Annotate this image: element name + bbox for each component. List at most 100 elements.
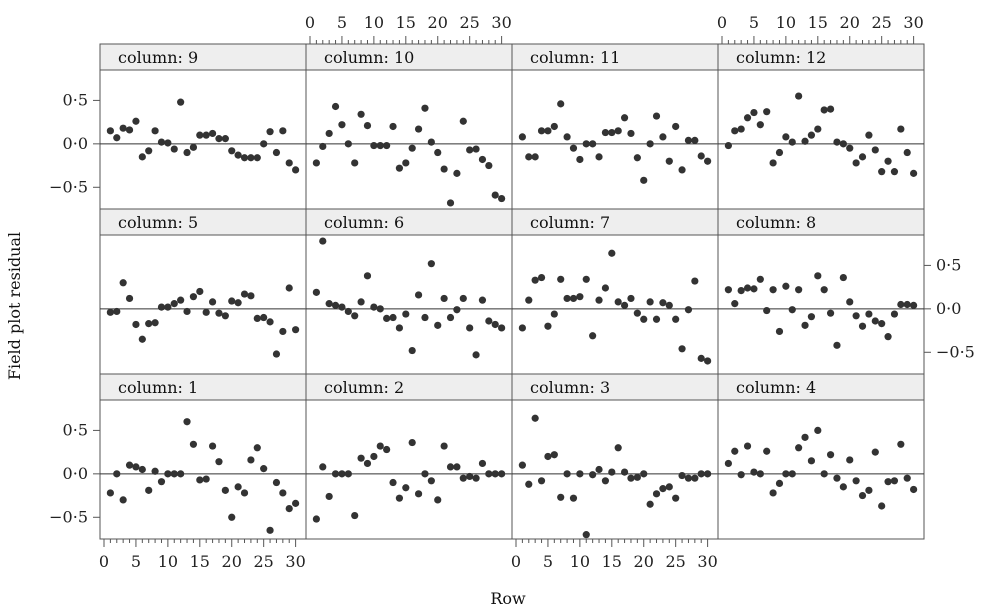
data-point bbox=[338, 121, 346, 129]
x-axis-title: Row bbox=[490, 589, 526, 608]
data-point bbox=[595, 296, 603, 304]
data-point bbox=[177, 470, 185, 478]
data-point bbox=[646, 140, 654, 148]
data-point bbox=[440, 294, 448, 303]
panel: column: 6 bbox=[305, 208, 513, 375]
data-point bbox=[672, 494, 680, 502]
data-point bbox=[208, 129, 217, 138]
panel-strip-label: column: 1 bbox=[118, 378, 198, 397]
data-point bbox=[871, 146, 879, 154]
data-point bbox=[383, 141, 391, 150]
panel-frame bbox=[305, 69, 513, 210]
data-point bbox=[620, 114, 629, 122]
data-point bbox=[678, 166, 686, 174]
x-tick-label: 0 bbox=[717, 13, 727, 32]
data-point bbox=[113, 134, 121, 142]
panel-frame bbox=[717, 399, 925, 540]
data-point bbox=[196, 131, 204, 139]
data-point bbox=[890, 477, 899, 485]
panel-frame bbox=[99, 399, 307, 540]
data-point bbox=[228, 513, 236, 521]
data-point bbox=[170, 300, 178, 308]
data-point bbox=[446, 463, 455, 471]
data-point bbox=[440, 165, 448, 173]
data-point bbox=[795, 92, 803, 100]
panel-strip-label: column: 8 bbox=[736, 213, 816, 232]
data-point bbox=[890, 310, 899, 318]
data-point bbox=[807, 313, 816, 321]
data-point bbox=[183, 418, 191, 426]
data-point bbox=[113, 307, 121, 316]
data-point bbox=[363, 272, 372, 280]
data-point bbox=[119, 496, 127, 504]
y-tick-label: 0·5 bbox=[936, 255, 961, 274]
data-point bbox=[627, 294, 635, 303]
data-point bbox=[684, 136, 693, 144]
data-point bbox=[659, 485, 667, 493]
data-point bbox=[910, 485, 918, 494]
data-point bbox=[865, 310, 873, 318]
data-point bbox=[839, 483, 847, 491]
data-point bbox=[202, 308, 210, 316]
data-point bbox=[820, 106, 828, 114]
data-point bbox=[395, 494, 404, 502]
data-point bbox=[788, 306, 796, 314]
data-point bbox=[569, 144, 578, 152]
data-point bbox=[518, 324, 526, 332]
panel: column: 9 bbox=[99, 43, 307, 210]
data-point bbox=[557, 100, 565, 108]
data-point bbox=[266, 526, 274, 534]
data-point bbox=[871, 448, 879, 456]
data-point bbox=[145, 486, 153, 494]
data-point bbox=[576, 155, 584, 164]
data-point bbox=[910, 169, 918, 177]
data-point bbox=[807, 131, 816, 139]
panel: column: 11 bbox=[511, 43, 719, 210]
data-point bbox=[878, 320, 886, 328]
y-tick-label: 0·5 bbox=[63, 420, 88, 439]
panel-strip bbox=[511, 208, 719, 236]
data-point bbox=[272, 148, 281, 157]
y-tick-label: −0·5 bbox=[49, 177, 88, 196]
data-point bbox=[138, 335, 146, 343]
data-point bbox=[750, 108, 758, 117]
data-point bbox=[395, 324, 404, 332]
x-tick-label: 0 bbox=[305, 13, 315, 32]
y-tick-label: 0·0 bbox=[936, 299, 961, 318]
data-point bbox=[370, 452, 378, 461]
data-point bbox=[731, 127, 739, 135]
data-point bbox=[782, 282, 790, 290]
x-tick-label: 30 bbox=[491, 13, 511, 32]
data-point bbox=[357, 110, 365, 118]
data-point bbox=[576, 293, 584, 301]
x-tick-label: 15 bbox=[602, 552, 622, 571]
data-point bbox=[801, 321, 809, 329]
data-point bbox=[234, 151, 242, 159]
x-tick-label: 15 bbox=[396, 13, 416, 32]
data-point bbox=[788, 138, 796, 146]
data-point bbox=[247, 154, 255, 162]
axes-layer: 0 5 10 15 20 25 30 0 5 10 15 20 25 30 0 5 10 15 20 25 30 0 5 10… bbox=[49, 13, 975, 571]
data-point bbox=[421, 470, 429, 478]
panel-strip bbox=[717, 373, 925, 401]
data-point bbox=[775, 327, 784, 336]
data-point bbox=[427, 477, 435, 485]
data-point bbox=[820, 470, 828, 478]
panel-strip-label: column: 6 bbox=[324, 213, 404, 232]
data-point bbox=[408, 346, 416, 355]
data-point bbox=[769, 159, 777, 167]
data-point bbox=[164, 139, 172, 147]
panel-strip bbox=[99, 208, 307, 236]
data-point bbox=[383, 314, 391, 322]
data-point bbox=[737, 471, 745, 479]
data-point bbox=[775, 148, 784, 157]
data-point bbox=[414, 125, 423, 133]
data-point bbox=[351, 312, 359, 320]
data-point bbox=[125, 126, 134, 134]
panel-strip-label: column: 3 bbox=[530, 378, 610, 397]
data-point bbox=[525, 153, 533, 161]
data-point bbox=[582, 275, 590, 283]
data-point bbox=[897, 440, 905, 448]
panel-strip bbox=[305, 43, 513, 71]
data-point bbox=[338, 470, 346, 478]
